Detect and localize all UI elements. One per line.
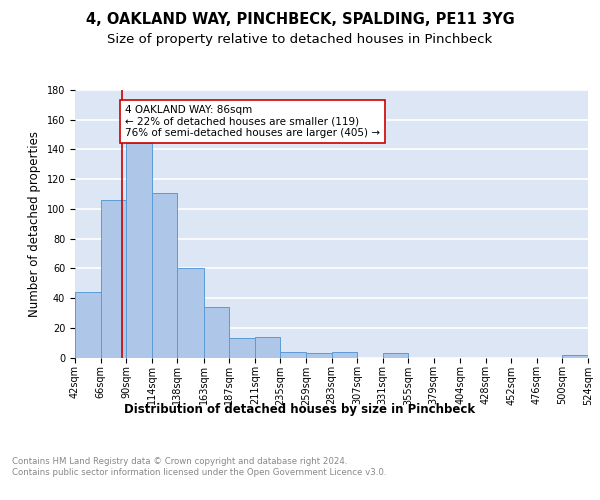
- Bar: [229, 338, 255, 357]
- Text: 4 OAKLAND WAY: 86sqm
← 22% of detached houses are smaller (119)
76% of semi-deta: 4 OAKLAND WAY: 86sqm ← 22% of detached h…: [125, 105, 380, 138]
- Bar: [383, 353, 408, 358]
- Text: 4, OAKLAND WAY, PINCHBECK, SPALDING, PE11 3YG: 4, OAKLAND WAY, PINCHBECK, SPALDING, PE1…: [86, 12, 514, 28]
- Text: Contains HM Land Registry data © Crown copyright and database right 2024.
Contai: Contains HM Land Registry data © Crown c…: [12, 458, 386, 477]
- Bar: [331, 352, 357, 358]
- Bar: [280, 352, 306, 358]
- Bar: [306, 353, 332, 358]
- Bar: [101, 200, 126, 358]
- Bar: [75, 292, 101, 358]
- Bar: [177, 268, 204, 358]
- Bar: [562, 354, 588, 358]
- Text: Size of property relative to detached houses in Pinchbeck: Size of property relative to detached ho…: [107, 32, 493, 46]
- Bar: [204, 307, 229, 358]
- Bar: [126, 144, 152, 358]
- Text: Distribution of detached houses by size in Pinchbeck: Distribution of detached houses by size …: [124, 402, 476, 415]
- Bar: [152, 192, 177, 358]
- Y-axis label: Number of detached properties: Number of detached properties: [28, 130, 41, 317]
- Bar: [255, 336, 280, 357]
